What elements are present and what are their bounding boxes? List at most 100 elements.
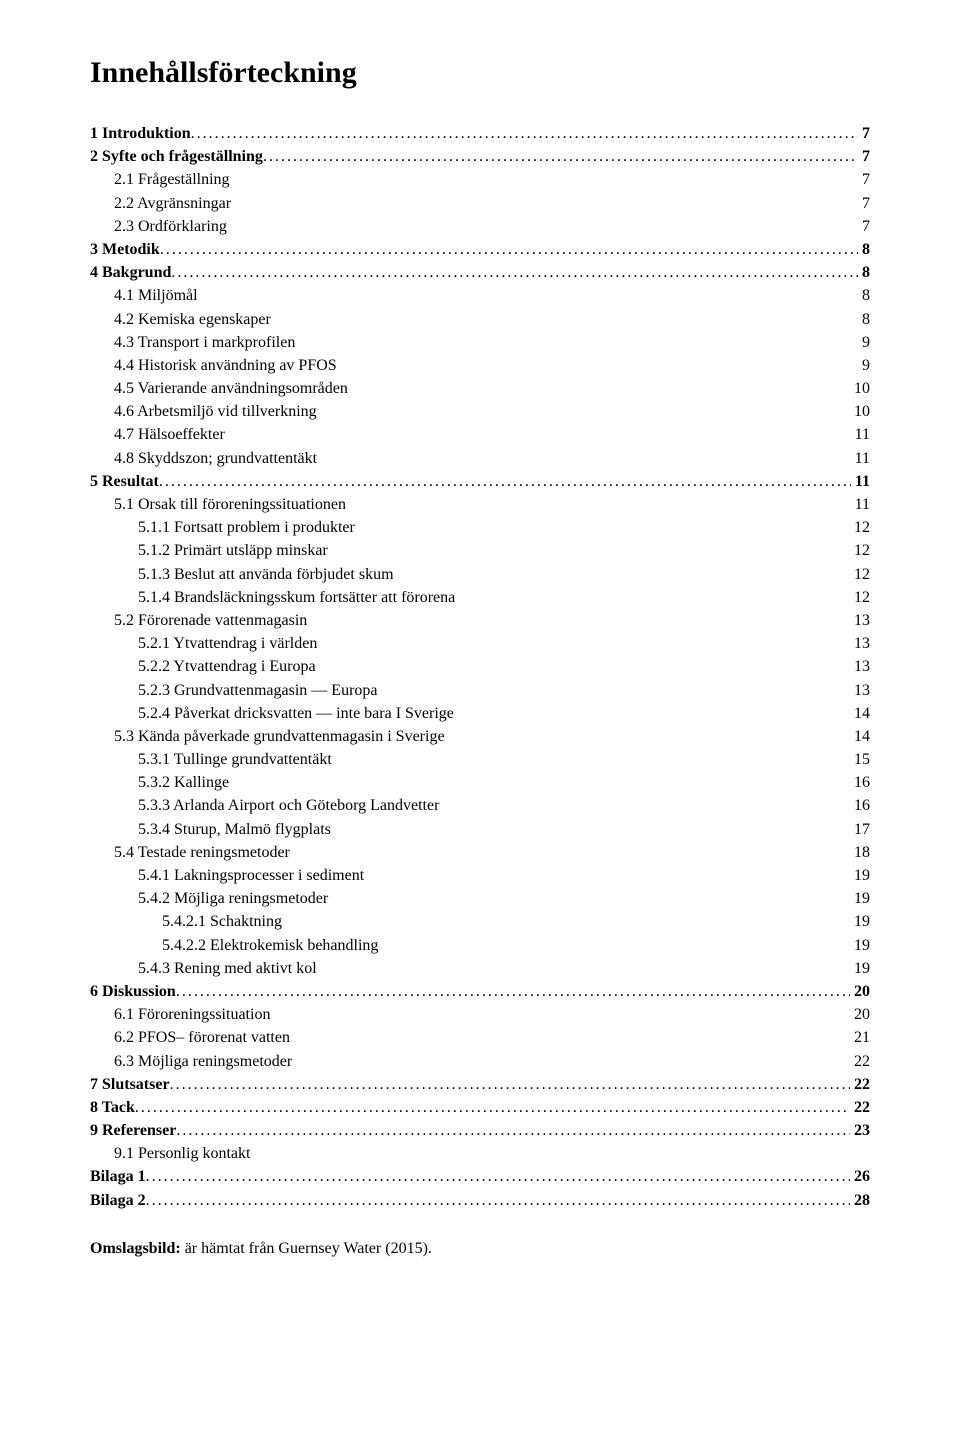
toc-entry-label: 6.2 PFOS– förorenat vatten <box>114 1026 290 1049</box>
credit-text: är hämtat från Guernsey Water (2015). <box>181 1240 432 1257</box>
toc-entry-label: 3 Metodik <box>90 238 160 261</box>
toc-entry: 8 Tack22 <box>90 1096 870 1119</box>
tab-leader <box>271 308 858 324</box>
tab-leader <box>439 794 850 810</box>
toc-entry-page: 16 <box>850 771 870 794</box>
toc-entry-page: 28 <box>850 1189 870 1212</box>
toc-entry: 4.6 Arbetsmiljö vid tillverkning 10 <box>90 400 870 423</box>
toc-entry-label: 5 Resultat <box>90 470 159 493</box>
toc-entry: Bilaga 1 26 <box>90 1165 870 1188</box>
toc-entry: 5.1.3 Beslut att använda förbjudet skum1… <box>90 563 870 586</box>
toc-entry-page: 19 <box>850 957 870 980</box>
toc-entry-page: 22 <box>850 1096 870 1119</box>
toc-entry: 5.3.4 Sturup, Malmö flygplats17 <box>90 818 870 841</box>
tab-leader <box>282 910 850 926</box>
cover-image-credit: Omslagsbild: är hämtat från Guernsey Wat… <box>90 1240 870 1258</box>
toc-entry: 5.2.4 Påverkat dricksvatten — inte bara … <box>90 702 870 725</box>
toc-entry-label: 5.2.4 Påverkat dricksvatten — inte bara … <box>138 702 454 725</box>
tab-leader <box>292 1050 850 1066</box>
toc-entry-page: 12 <box>850 563 870 586</box>
toc-entry: 5.3.1 Tullinge grundvattentäkt 15 <box>90 748 870 771</box>
dot-leader <box>176 980 850 996</box>
toc-entry-page: 14 <box>850 702 870 725</box>
toc-entry-label: 5.4.1 Lakningsprocesser i sediment <box>138 864 364 887</box>
tab-leader <box>348 377 850 393</box>
toc-entry-page: 13 <box>850 679 870 702</box>
toc-entry: 5.1 Orsak till föroreningssituationen11 <box>90 493 870 516</box>
toc-entry: 5.4.1 Lakningsprocesser i sediment19 <box>90 864 870 887</box>
toc-entry-label: 4.2 Kemiska egenskaper <box>114 308 271 331</box>
toc-entry-label: Bilaga 2 <box>90 1189 146 1212</box>
toc-entry-label: 4.5 Varierande användningsområden <box>114 377 348 400</box>
toc-entry-label: 6 Diskussion <box>90 980 176 1003</box>
toc-entry-label: 4.6 Arbetsmiljö vid tillverkning <box>114 400 317 423</box>
tab-leader <box>316 655 850 671</box>
tab-leader <box>250 1142 870 1158</box>
toc-entry: 7 Slutsatser 22 <box>90 1073 870 1096</box>
toc-entry-label: 2.3 Ordförklaring <box>114 215 227 238</box>
toc-entry-label: 4.1 Miljömål <box>114 284 198 307</box>
tab-leader <box>378 934 850 950</box>
toc-entry: 5.4.2.1 Schaktning19 <box>90 910 870 933</box>
tab-leader <box>290 841 850 857</box>
toc-entry: 6 Diskussion 20 <box>90 980 870 1003</box>
toc-entry-page: 8 <box>858 308 870 331</box>
tab-leader <box>198 284 858 300</box>
toc-entry-page: 23 <box>850 1119 870 1142</box>
toc-entry-label: 4.4 Historisk användning av PFOS <box>114 354 337 377</box>
page-title: Innehållsförteckning <box>90 56 870 90</box>
dot-leader <box>135 1096 850 1112</box>
toc-entry-page: 7 <box>858 168 870 191</box>
toc-entry-page: 20 <box>850 1003 870 1026</box>
toc-entry-label: 9.1 Personlig kontakt <box>114 1142 250 1165</box>
toc-entry-label: 5.3.1 Tullinge grundvattentäkt <box>138 748 332 771</box>
toc-entry-page: 8 <box>858 238 870 261</box>
tab-leader <box>270 1003 850 1019</box>
toc-entry-page: 20 <box>850 980 870 1003</box>
toc-entry-page: 13 <box>850 655 870 678</box>
toc-entry-label: 5.2.2 Ytvattendrag i Europa <box>138 655 316 678</box>
toc-entry-page: 19 <box>850 934 870 957</box>
tab-leader <box>364 864 850 880</box>
dot-leader <box>176 1119 850 1135</box>
toc-entry: 2.2 Avgränsningar7 <box>90 192 870 215</box>
toc-entry-label: 5.3.4 Sturup, Malmö flygplats <box>138 818 331 841</box>
dot-leader <box>159 470 851 486</box>
toc-entry-label: 7 Slutsatser <box>90 1073 170 1096</box>
toc-entry: 4.5 Varierande användningsområden10 <box>90 377 870 400</box>
tab-leader <box>328 887 850 903</box>
tab-leader <box>290 1026 850 1042</box>
toc-entry: 5.3.2 Kallinge16 <box>90 771 870 794</box>
toc-entry-page: 10 <box>850 400 870 423</box>
toc-entry: 5.4 Testade reningsmetoder18 <box>90 841 870 864</box>
toc-entry-page: 26 <box>850 1165 870 1188</box>
tab-leader <box>332 748 850 764</box>
toc-entry: 5.4.2.2 Elektrokemisk behandling19 <box>90 934 870 957</box>
tab-leader <box>394 563 850 579</box>
tab-leader <box>454 702 850 718</box>
toc-entry: 4.2 Kemiska egenskaper 8 <box>90 308 870 331</box>
toc-entry-page: 19 <box>850 910 870 933</box>
toc-entry-label: 9 Referenser <box>90 1119 176 1142</box>
toc-entry: 9 Referenser 23 <box>90 1119 870 1142</box>
toc-entry: Bilaga 2 28 <box>90 1189 870 1212</box>
dot-leader <box>160 238 858 254</box>
toc-entry: 5.1.2 Primärt utsläpp minskar12 <box>90 539 870 562</box>
dot-leader <box>146 1189 850 1205</box>
tab-leader <box>317 447 851 463</box>
toc-entry: 6.1 Föroreningssituation20 <box>90 1003 870 1026</box>
toc-entry-label: 5.1.1 Fortsatt problem i produkter <box>138 516 355 539</box>
toc-entry-label: 5.1.4 Brandsläckningsskum fortsätter att… <box>138 586 455 609</box>
dot-leader <box>263 145 858 161</box>
toc-entry-page: 12 <box>850 516 870 539</box>
toc-entry-page: 22 <box>850 1073 870 1096</box>
tab-leader <box>307 609 850 625</box>
toc-entry-label: 5.1.2 Primärt utsläpp minskar <box>138 539 328 562</box>
toc-entry-label: 5.4 Testade reningsmetoder <box>114 841 290 864</box>
toc-entry-label: 5.2.3 Grundvattenmagasin — Europa <box>138 679 378 702</box>
toc-entry-label: Bilaga 1 <box>90 1165 146 1188</box>
toc-entry: 9.1 Personlig kontakt <box>90 1142 870 1165</box>
toc-entry-page: 15 <box>850 748 870 771</box>
toc-entry-page: 11 <box>851 423 870 446</box>
tab-leader <box>225 423 851 439</box>
